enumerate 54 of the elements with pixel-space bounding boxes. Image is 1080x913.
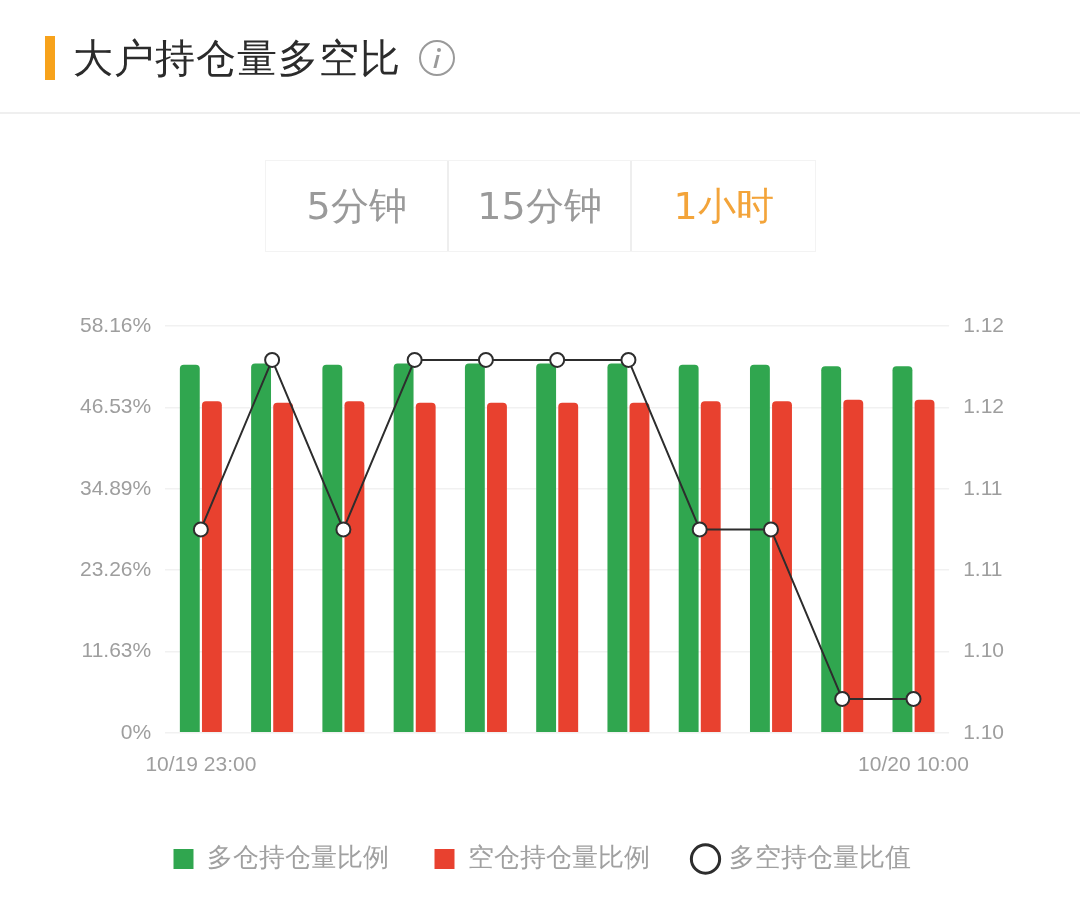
bar [273,402,294,733]
bar [464,363,485,733]
bar [607,363,628,733]
bar [179,364,200,733]
point [905,690,922,707]
bar [678,364,699,733]
bar [914,399,935,733]
bar [843,399,864,733]
point [477,351,494,368]
legend-label: 多仓持仓量比例 [206,841,389,872]
x-tick-label: 10/20 10:00 [858,752,969,776]
bar [629,402,650,733]
tab[interactable]: 5分钟 [266,161,449,251]
y-tick-label: 0% [120,719,152,743]
bar [821,366,842,733]
bar [487,402,507,733]
bar [201,401,222,733]
y2-tick-label: 1.10 [963,719,1004,743]
y2-tick-label: 1.12 [963,394,1004,418]
tab[interactable]: 15分钟 [449,161,632,251]
x-tick-label: 10/19 23:00 [145,752,257,776]
bar [415,402,436,733]
y-tick-label: 11.63% [81,638,152,662]
bar [749,364,770,733]
y2-tick-label: 1.10 [963,638,1004,662]
y-tick-label: 23.26% [79,556,152,580]
y-tick-label: 34.89% [79,475,152,499]
legend-label: 空仓持仓量比例 [467,841,650,872]
bar [536,363,557,733]
y2-tick-label: 1.11 [963,556,1003,580]
bar [322,364,343,733]
bar [344,401,365,733]
point [834,690,851,707]
y2-tick-label: 1.12 [963,312,1004,336]
chart-title: 大户持仓量多空比 [73,33,401,83]
tab[interactable]: 1小时 [632,161,815,251]
point [549,351,566,368]
point [335,521,352,538]
point [264,351,281,368]
point [620,351,637,368]
point [691,521,708,538]
bar [700,401,721,733]
point [406,351,423,368]
bar [251,363,272,733]
bar [772,401,792,733]
y-tick-label: 46.53% [79,394,152,418]
legend-label: 多空持仓量比值 [728,841,911,872]
point [192,521,209,538]
y2-tick-label: 1.11 [963,475,1003,499]
bar [892,366,913,733]
bar [558,402,579,733]
point [762,521,779,538]
bar [393,363,414,733]
y-tick-label: 58.16% [79,312,152,336]
